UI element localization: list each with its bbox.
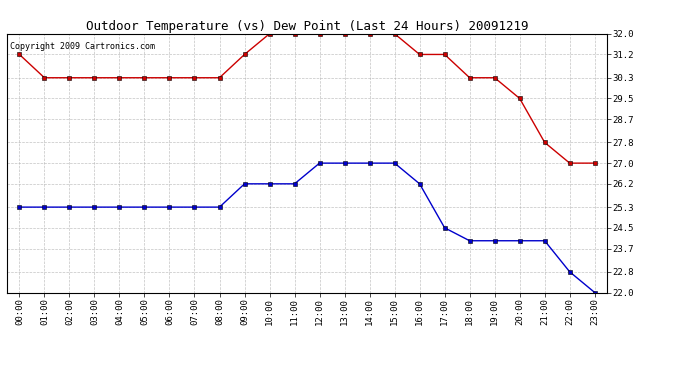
Text: Copyright 2009 Cartronics.com: Copyright 2009 Cartronics.com	[10, 42, 155, 51]
Title: Outdoor Temperature (vs) Dew Point (Last 24 Hours) 20091219: Outdoor Temperature (vs) Dew Point (Last…	[86, 20, 529, 33]
